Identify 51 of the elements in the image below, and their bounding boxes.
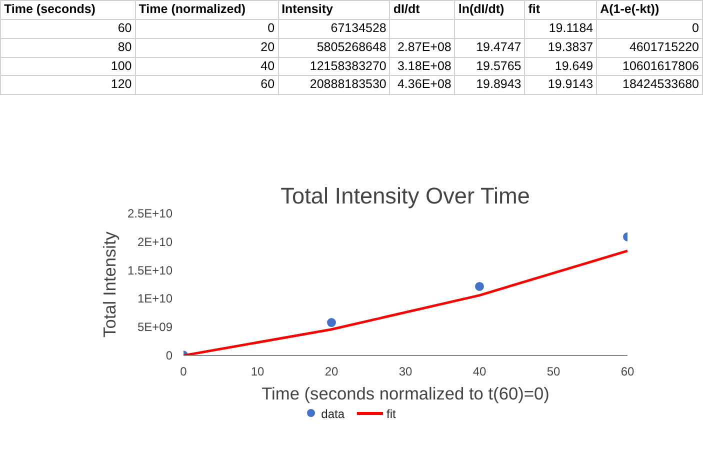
x-axis-title: Time (seconds normalized to t(60)=0) [262,384,550,404]
text: 5805268648 [278,38,390,58]
text: 19.1184 [524,19,597,38]
text: A(1-e(-kt)) [596,0,702,20]
text: 20888183530 [278,76,390,95]
text: 120 [0,76,136,95]
text: 2.87E+08 [390,38,455,58]
text: dI/dt [390,0,455,20]
y-tick-label: 2.5E+10 [127,206,173,220]
text: 80 [0,38,136,58]
x-tick-label: 10 [250,364,264,378]
text: ln(dI/dt) [454,0,525,20]
y-tick-label: 0 [166,348,173,362]
legend-label: fit [386,407,396,421]
y-axis-title: Total Intensity [99,231,120,338]
text: Intensity [278,0,390,20]
text: 19.8943 [454,76,525,95]
text: 19.9143 [524,76,597,95]
text: 18424533680 [596,76,702,95]
text: 19.649 [524,57,597,76]
text: 20 [135,38,278,58]
text: 10601617806 [596,57,702,76]
x-tick-label: 20 [324,364,338,378]
y-tick-label: 2E+10 [137,234,173,249]
text: 19.4747 [454,38,525,58]
text: Time (seconds) [0,0,136,20]
text: Time (normalized) [135,0,278,20]
y-tick-label: 5E+09 [137,320,173,334]
text: 67134528 [278,19,390,38]
text: 4601715220 [596,38,702,58]
text: 4.36E+08 [390,76,455,95]
chart-title: Total Intensity Over Time [280,182,530,208]
y-tick-label: 1E+10 [137,292,173,306]
y-tick-label: 1.5E+10 [127,263,173,278]
text: 60 [0,19,136,38]
text: 3.18E+08 [390,57,455,76]
text: 12158383270 [278,57,390,76]
text: 60 [135,76,278,95]
x-tick-label: 0 [180,364,188,378]
legend-label: data [320,407,344,421]
text: 40 [135,57,278,76]
x-tick-label: 30 [398,364,412,378]
x-tick-label: 40 [472,364,486,378]
text: 100 [0,57,136,76]
text: 19.3837 [524,38,597,58]
text: fit [524,0,597,20]
line-series [184,250,628,356]
text: 0 [596,19,702,38]
text: 19.5765 [454,57,525,76]
x-tick-label: 60 [620,364,634,378]
x-tick-label: 50 [546,364,560,378]
